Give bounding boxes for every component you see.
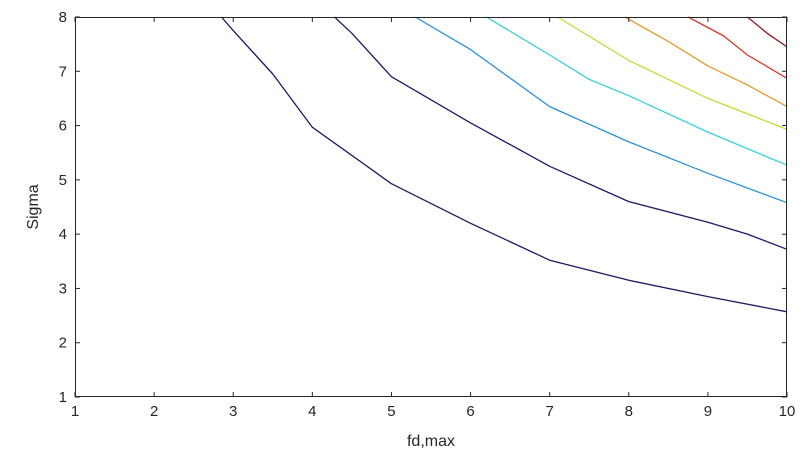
y-tick-label: 1	[59, 389, 67, 406]
x-tick-label: 7	[545, 403, 553, 420]
y-tick-label: 4	[59, 226, 67, 243]
x-tick-label: 2	[150, 403, 158, 420]
contour-line-3	[414, 16, 788, 204]
plot-area	[75, 17, 787, 397]
x-tick-label: 6	[466, 403, 474, 420]
contour-line-8	[746, 16, 788, 48]
contour-line-5	[557, 16, 788, 131]
x-tick-label: 8	[625, 403, 633, 420]
y-tick-label: 2	[59, 335, 67, 352]
contour-lines	[220, 16, 788, 313]
contour-line-6	[624, 16, 788, 108]
y-tick-label: 3	[59, 280, 67, 297]
y-tick-label: 8	[59, 9, 67, 26]
contour-line-7	[687, 16, 788, 79]
contour-line-2	[334, 16, 788, 250]
x-tick-label: 9	[704, 403, 712, 420]
contour-line-4	[486, 16, 788, 166]
x-axis: 1 2 3 4 5 6 7 8 9 10	[71, 17, 796, 420]
y-axis: 1 2 3 4 5 6 7 8	[59, 9, 787, 406]
x-tick-label: 5	[387, 403, 395, 420]
x-tick-label: 3	[229, 403, 237, 420]
x-tick-label: 4	[308, 403, 316, 420]
y-axis-title: Sigma	[25, 184, 42, 229]
x-tick-label: 10	[779, 403, 796, 420]
y-tick-label: 5	[59, 172, 67, 189]
y-tick-label: 6	[59, 118, 67, 135]
axes-box	[75, 17, 787, 397]
x-tick-label: 1	[71, 403, 79, 420]
x-axis-title: fd,max	[407, 433, 455, 450]
contour-line-1	[220, 16, 788, 313]
y-tick-label: 7	[59, 63, 67, 80]
